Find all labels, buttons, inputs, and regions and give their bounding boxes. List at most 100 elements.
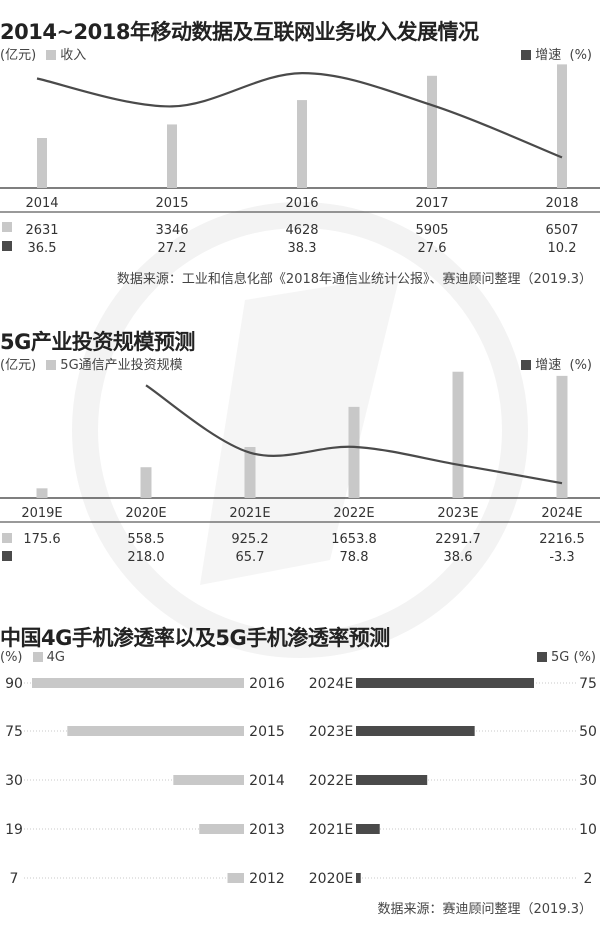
chart1-bar-swatch [46,50,57,60]
bar-2024E [556,375,568,498]
bar-2016 [297,100,307,188]
bar-value-label-2017: 5905 [415,223,448,238]
year-5g-2024E: 2024E [309,676,353,692]
year-5g-2021E: 2021E [309,822,353,838]
chart2-row1-swatch [2,533,12,543]
chart3-legend-right: 5G (%) [537,650,596,665]
bar-2018 [557,64,567,188]
chart1-title: 2014~2018年移动数据及互联网业务收入发展情况 [0,20,479,44]
bar-5g-2022E [356,775,428,785]
bar-5g-2020E [356,873,361,883]
x-tick-2020E: 2020E [125,506,166,521]
x-tick-2019E: 2019E [21,506,62,521]
x-tick-2016: 2016 [285,196,318,211]
value-5g-2020E: 2 [584,871,593,887]
bar-2022E [348,406,360,498]
chart1-source: 数据来源：工业和信息化部《2018年通信业统计公报》、赛迪顾问整理（2019.3… [116,272,592,287]
value-4g-2016: 90 [5,676,23,692]
bar-value-label-2021E: 925.2 [231,532,268,547]
bar-value-label-2016: 4628 [285,223,318,238]
bar-2021E [244,447,256,498]
chart2-legend-left: (亿元) 5G通信产业投资规模 [0,354,183,373]
rate-value-label-2021E: 65.7 [236,550,265,565]
chart3-right-unit: (%) [573,650,597,665]
year-4g-2013: 2013 [249,822,285,838]
value-5g-2023E: 50 [579,724,597,740]
bar-value-label-2020E: 558.5 [127,532,164,547]
x-tick-2014: 2014 [25,196,58,211]
bar-2023E [452,371,464,498]
x-tick-2023E: 2023E [437,506,478,521]
rate-value-label-2018: 10.2 [548,241,577,256]
bar-2017 [427,75,437,188]
value-4g-2013: 19 [5,822,23,838]
bar-4g-2013 [199,824,244,834]
chart1-legend-left: (亿元) 收入 [0,44,86,63]
chart1-legend-right: 增速 (%) [521,44,592,63]
x-tick-2024E: 2024E [541,506,582,521]
chart1-line-swatch [521,50,532,60]
x-tick-2021E: 2021E [229,506,270,521]
x-tick-2022E: 2022E [333,506,374,521]
x-tick-2018: 2018 [545,196,578,211]
bar-value-label-2018: 6507 [545,223,578,238]
rate-value-label-2024E: -3.3 [549,550,574,565]
chart2-line-swatch [521,360,532,370]
chart3-4g-swatch [32,652,43,662]
year-5g-2022E: 2022E [309,773,353,789]
chart2-plot: 2019E 2020E 2021E 2022E 2023E 2024E 175.6 558.5… [0,371,600,565]
bar-5g-2024E [356,678,534,688]
rate-value-label-2023E: 38.6 [444,550,473,565]
chart3-unit: (%) [0,650,23,665]
x-tick-2015: 2015 [155,196,188,211]
bar-value-label-2019E: 175.6 [23,532,60,547]
year-4g-2012: 2012 [249,871,285,887]
bar-5g-2021E [356,824,380,834]
chart1-row2-swatch [2,241,12,251]
chart3-5g-legend: 5G [551,650,570,665]
value-4g-2012: 7 [10,871,19,887]
bar-value-label-2023E: 2291.7 [435,532,481,547]
rate-value-label-2016: 38.3 [288,241,317,256]
chart3-source: 数据来源：赛迪顾问整理（2019.3） [377,902,593,917]
bar-4g-2012 [227,873,244,883]
rate-value-label-2020E: 218.0 [127,550,164,565]
value-4g-2015: 75 [5,724,23,740]
bar-value-label-2014: 2631 [25,223,58,238]
chart1-plot: 2014 2015 2016 2017 2018 2631 3346 4628 5905 6507… [0,64,600,256]
chart2-right-unit: (%) [569,358,593,373]
rate-value-label-2014: 36.5 [28,241,57,256]
value-5g-2024E: 75 [579,676,597,692]
year-4g-2014: 2014 [249,773,285,789]
year-4g-2016: 2016 [249,676,285,692]
year-5g-2023E: 2023E [309,724,353,740]
bar-4g-2015 [67,726,244,736]
chart2-yunit: (亿元) [0,358,37,373]
bar-value-label-2015: 3346 [155,223,188,238]
year-5g-2020E: 2020E [309,871,353,887]
value-5g-2022E: 30 [579,773,597,789]
bar-5g-2023E [356,726,475,736]
chart1-line-legend: 增速 [535,48,562,63]
rate-value-label-2022E: 78.8 [340,550,369,565]
bar-value-label-2022E: 1653.8 [331,532,377,547]
chart2-bar-legend: 5G通信产业投资规模 [60,358,183,373]
bar-2019E [36,488,48,498]
chart1-row1-swatch [2,222,12,232]
year-4g-2015: 2015 [249,724,285,740]
value-4g-2014: 30 [5,773,23,789]
chart2-bar-swatch [46,360,57,370]
chart1-bar-legend: 收入 [60,48,87,63]
chart3-5g-swatch [537,652,547,662]
x-tick-2017: 2017 [415,196,448,211]
chart3-title: 中国4G手机渗透率以及5G手机渗透率预测 [0,626,390,650]
growth-rate-line [145,384,563,485]
chart2-legend-right: 增速 (%) [521,354,592,373]
growth-rate-line [36,71,563,159]
rate-value-label-2017: 27.6 [418,241,447,256]
value-5g-2021E: 10 [579,822,597,838]
chart1-yunit: (亿元) [0,48,37,63]
bar-4g-2014 [173,775,244,785]
rate-value-label-2015: 27.2 [158,241,187,256]
